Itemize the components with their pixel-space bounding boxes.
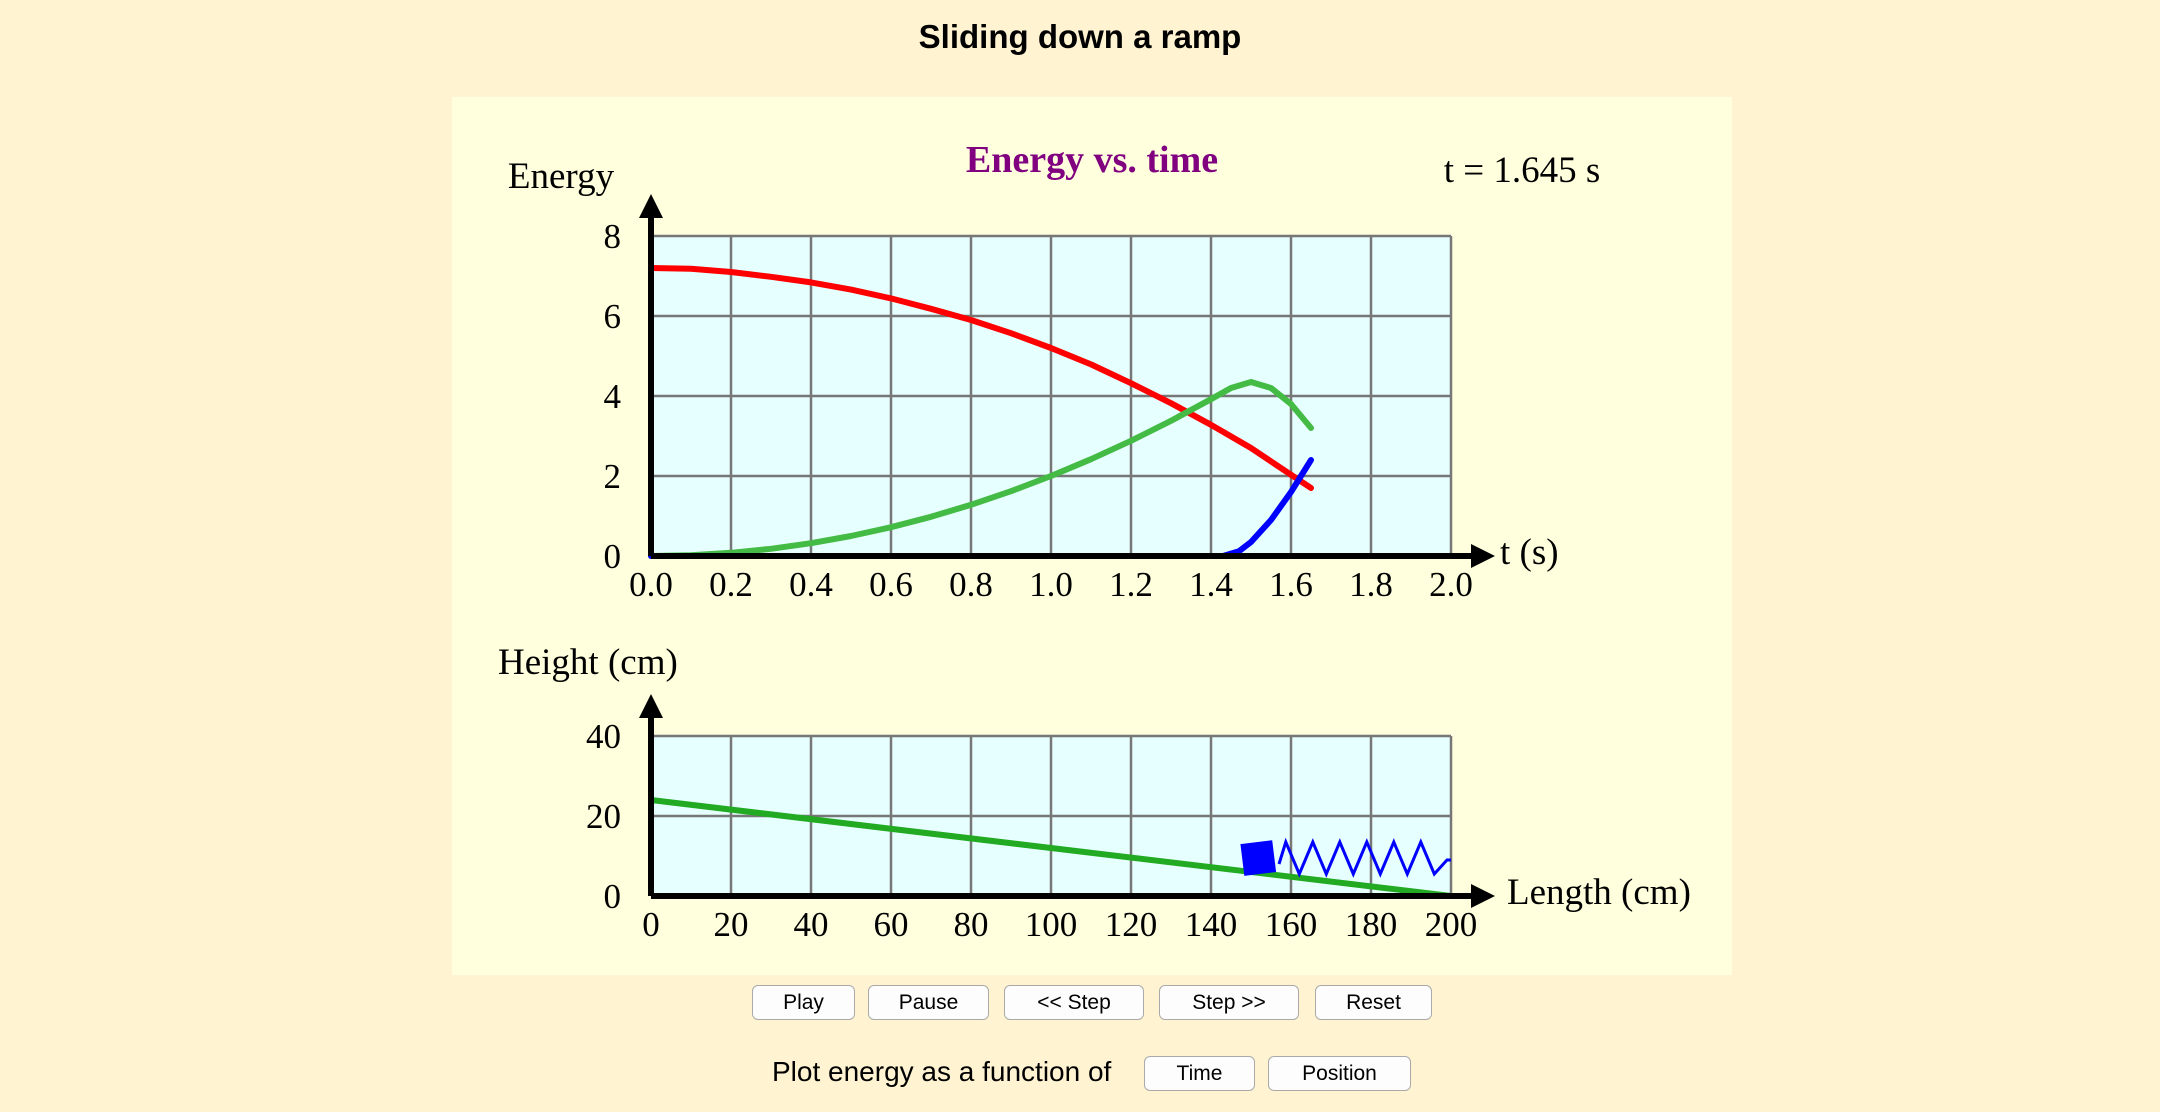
height-series-group <box>648 797 1454 899</box>
height-x-tick-label: 140 <box>1185 905 1238 944</box>
pause-button[interactable]: Pause <box>868 985 989 1020</box>
energy-y-arrow <box>639 194 663 218</box>
energy-axes <box>639 194 1495 568</box>
height-x-arrow <box>1471 884 1495 908</box>
sliding-block <box>1240 840 1277 876</box>
height-x-tick-label: 40 <box>794 905 829 944</box>
energy-x-axis-label: t (s) <box>1500 532 1559 573</box>
position-button[interactable]: Position <box>1268 1056 1411 1091</box>
height-x-axis-label: Length (cm) <box>1507 872 1691 913</box>
energy-tick-labels: 0.0 0.2 0.4 0.6 0.8 1.0 1.2 1.4 1.6 1.8 2.0 0 2 4 6 8 <box>604 217 1473 604</box>
energy-plot-title: Energy vs. time <box>966 139 1218 181</box>
height-x-tick-label: 100 <box>1025 905 1078 944</box>
plot-as-label: Plot energy as a function of <box>772 1056 1112 1087</box>
height-x-tick-label: 160 <box>1265 905 1318 944</box>
simulation-panel: 0.0 0.2 0.4 0.6 0.8 1.0 1.2 1.4 1.6 1.8 2.0 0 2 4 6 8 E… <box>452 97 1732 975</box>
energy-y-tick-label: 8 <box>604 217 622 256</box>
spring-coil <box>1277 837 1451 878</box>
height-x-tick-label: 80 <box>954 905 989 944</box>
step-forward-button[interactable]: Step >> <box>1159 985 1299 1020</box>
height-y-arrow <box>639 694 663 718</box>
height-y-tick-label: 0 <box>604 877 622 916</box>
reset-button[interactable]: Reset <box>1315 985 1432 1020</box>
energy-x-arrow <box>1471 544 1495 568</box>
energy-x-tick-label: 0.4 <box>789 565 833 604</box>
play-button[interactable]: Play <box>752 985 855 1020</box>
energy-x-tick-label: 1.8 <box>1349 565 1393 604</box>
energy-x-tick-label: 2.0 <box>1429 565 1473 604</box>
energy-y-tick-label: 0 <box>604 537 622 576</box>
energy-y-tick-label: 2 <box>604 457 622 496</box>
energy-x-tick-label: 1.4 <box>1189 565 1233 604</box>
energy-x-tick-label: 0.6 <box>869 565 913 604</box>
step-back-button[interactable]: << Step <box>1004 985 1144 1020</box>
energy-x-tick-label: 1.6 <box>1269 565 1313 604</box>
height-x-tick-label: 60 <box>874 905 909 944</box>
time-button[interactable]: Time <box>1144 1056 1255 1091</box>
energy-x-tick-label: 1.0 <box>1029 565 1073 604</box>
energy-series-line-1 <box>648 379 1314 559</box>
energy-x-tick-label: 0.0 <box>629 565 673 604</box>
energy-series-line-0 <box>648 265 1314 491</box>
height-x-tick-label: 200 <box>1425 905 1478 944</box>
height-axes <box>639 694 1495 908</box>
energy-y-tick-label: 6 <box>604 297 622 336</box>
energy-x-tick-label: 0.2 <box>709 565 753 604</box>
energy-y-axis-label: Energy <box>508 156 615 197</box>
height-y-axis-label: Height (cm) <box>498 642 678 683</box>
energy-y-tick-label: 4 <box>604 377 622 416</box>
height-x-tick-label: 180 <box>1345 905 1398 944</box>
energy-x-tick-label: 0.8 <box>949 565 993 604</box>
page-title: Sliding down a ramp <box>918 18 1242 55</box>
height-tick-labels: 0 20 40 60 80 100 120 140 160 180 200 0 20 40 <box>586 717 1477 944</box>
height-x-tick-label: 0 <box>642 905 660 944</box>
height-series-line-0 <box>648 797 1454 899</box>
time-readout: t = 1.645 s <box>1444 150 1601 191</box>
height-x-tick-label: 120 <box>1105 905 1158 944</box>
height-x-tick-label: 20 <box>714 905 749 944</box>
simulation-canvas: 0.0 0.2 0.4 0.6 0.8 1.0 1.2 1.4 1.6 1.8 2.0 0 2 4 6 8 E… <box>498 139 1691 944</box>
height-y-tick-label: 40 <box>586 717 621 756</box>
height-y-tick-label: 20 <box>586 797 621 836</box>
energy-x-tick-label: 1.2 <box>1109 565 1153 604</box>
